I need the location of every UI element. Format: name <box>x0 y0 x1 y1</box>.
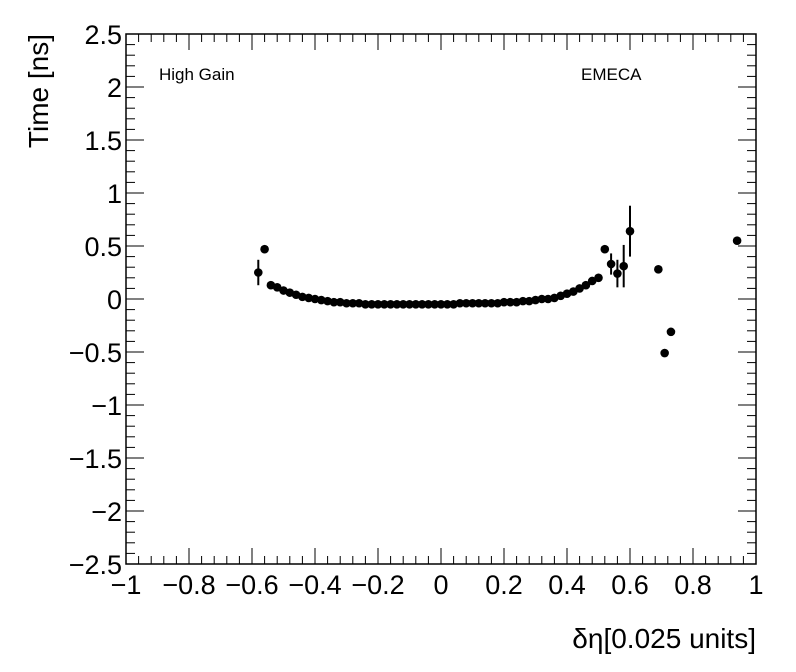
data-point <box>474 298 484 308</box>
data-point <box>581 280 591 290</box>
data-point <box>260 244 269 254</box>
x-tick-label: 0.6 <box>611 570 649 600</box>
data-point <box>342 298 351 308</box>
x-tick-label: −0.2 <box>351 570 404 600</box>
y-tick-label: 1.5 <box>84 126 122 156</box>
data-point <box>380 300 389 309</box>
x-tick-label: 0 <box>433 570 448 600</box>
x-tick-label: −0.4 <box>288 570 341 600</box>
data-point <box>518 296 528 306</box>
data-point <box>430 300 440 309</box>
data-point <box>606 259 616 269</box>
data-point <box>373 300 383 309</box>
y-tick-label: −1 <box>91 391 122 421</box>
axis-ticks <box>125 33 757 565</box>
y-tick-labels: −2.5 −2 −1.5 −1 −0.5 0 0.5 1 1.5 2 2.5 <box>69 20 122 580</box>
x-tick-label: 0.2 <box>485 570 523 600</box>
data-point <box>461 298 471 308</box>
annotation-emeca: EMECA <box>581 65 642 84</box>
data-point <box>625 226 635 236</box>
data-point <box>619 261 628 271</box>
data-point <box>443 300 452 309</box>
data-point <box>613 269 622 278</box>
data-point <box>506 297 515 307</box>
data-point <box>424 300 433 309</box>
y-tick-label: −0.5 <box>69 338 122 368</box>
data-points <box>253 205 742 358</box>
data-point <box>367 300 377 309</box>
y-tick-label: −1.5 <box>69 444 122 474</box>
data-point <box>660 348 669 358</box>
data-point <box>348 298 358 308</box>
data-point <box>405 300 414 309</box>
data-point <box>732 236 742 245</box>
x-tick-label: 0.8 <box>674 570 712 600</box>
data-point <box>455 298 465 308</box>
y-tick-label: 1 <box>107 179 122 209</box>
x-tick-label: 0.4 <box>548 570 586 600</box>
data-point <box>537 294 547 304</box>
y-tick-label: 0.5 <box>84 232 122 262</box>
x-axis-title: δη[0.025 units] <box>572 623 756 654</box>
data-point <box>386 300 395 309</box>
annotation-high-gain: High Gain <box>159 65 235 84</box>
data-point <box>666 327 676 337</box>
y-tick-label: 0 <box>107 285 122 315</box>
data-point <box>361 300 370 309</box>
y-tick-label: −2.5 <box>69 550 122 580</box>
y-tick-label: 2.5 <box>84 20 122 50</box>
data-point <box>417 300 427 309</box>
data-point <box>253 268 263 277</box>
data-point <box>468 298 477 308</box>
y-tick-label: −2 <box>91 497 122 527</box>
data-point <box>487 298 496 308</box>
x-tick-label: −0.6 <box>225 570 278 600</box>
x-tick-labels: −1 −0.8 −0.6 −0.4 −0.2 0 0.2 0.4 0.6 0.8 1 <box>111 570 764 600</box>
x-tick-label: −1 <box>111 570 142 600</box>
y-axis-title: Time [ns] <box>23 34 54 148</box>
y-tick-label: 2 <box>107 73 122 103</box>
data-point <box>329 297 339 307</box>
data-point <box>398 300 408 309</box>
x-tick-label: −0.8 <box>162 570 215 600</box>
data-point <box>411 300 421 309</box>
data-point <box>594 273 603 283</box>
data-point <box>480 298 490 308</box>
data-point <box>499 297 509 307</box>
data-point <box>392 300 402 309</box>
x-tick-label: 1 <box>748 570 763 600</box>
data-point <box>654 265 663 274</box>
data-point <box>436 300 446 309</box>
plot-frame <box>125 33 757 565</box>
data-point <box>600 244 610 254</box>
